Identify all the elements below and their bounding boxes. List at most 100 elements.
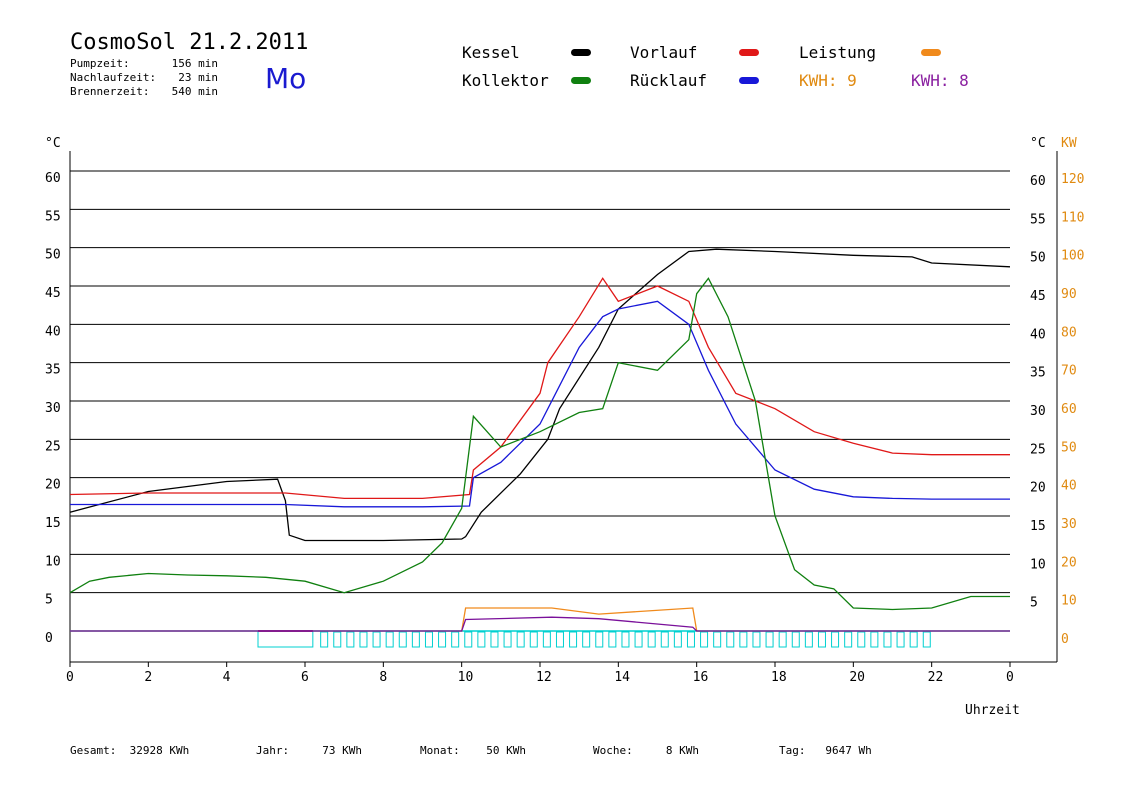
x-tick-label: 2 — [144, 670, 152, 685]
time-slot — [608, 631, 617, 648]
y-tick-label-left: 15 — [45, 516, 61, 531]
y-tick-label-left: 10 — [45, 554, 61, 569]
time-slot — [595, 631, 604, 648]
x-tick-label: 12 — [536, 670, 552, 685]
y-tick-label-right: 25 — [1030, 442, 1046, 457]
time-slot — [700, 631, 709, 648]
footer-monat: Monat: 50 KWh — [420, 744, 526, 757]
legend-vorlauf-swatch — [739, 49, 759, 56]
stat-label-nachlaufzeit: Nachlaufzeit: — [70, 71, 157, 84]
series-line-vorlauf — [69, 277, 1010, 500]
time-slot — [490, 631, 499, 648]
time-slot — [634, 631, 643, 648]
legend-kwh-orange: KWH: 9 — [799, 71, 857, 90]
x-tick-label: 14 — [614, 670, 630, 685]
weekday-label: Mo — [265, 62, 307, 95]
legend-kollektor-swatch — [571, 77, 591, 84]
time-slot — [870, 631, 879, 648]
time-slot — [804, 631, 813, 648]
y-tick-label-left: 35 — [45, 363, 61, 378]
time-slot — [503, 631, 512, 648]
time-slot — [424, 631, 433, 648]
time-slot — [686, 631, 695, 648]
legend-kessel-label: Kessel — [462, 43, 520, 62]
time-slot — [673, 631, 682, 648]
legend-leistung-label: Leistung — [799, 43, 877, 62]
y-tick-label-left: 20 — [45, 478, 61, 493]
y-axis-unit-left: °C — [45, 136, 61, 151]
y-tick-label-kw: 90 — [1061, 287, 1077, 302]
series-line-kwh-8 — [70, 616, 1010, 632]
y-tick-label-kw: 100 — [1061, 249, 1084, 264]
y-tick-label-kw: 10 — [1061, 594, 1077, 609]
stat-label-pumpzeit: Pumpzeit: — [70, 57, 130, 70]
time-slot — [516, 631, 525, 648]
x-tick-label: 16 — [693, 670, 709, 685]
time-slot — [555, 631, 564, 648]
y-tick-label-right: 20 — [1030, 481, 1046, 496]
time-slot — [857, 631, 866, 648]
y-tick-label-left: 5 — [45, 593, 53, 608]
legend-vorlauf-label: Vorlauf — [630, 43, 698, 62]
time-slot — [660, 631, 669, 648]
time-slot — [411, 631, 420, 648]
time-slot — [817, 631, 826, 648]
x-tick-label: 0 — [1006, 670, 1014, 685]
y-tick-label-right: 30 — [1030, 404, 1046, 419]
legend-kollektor-label: Kollektor — [462, 71, 549, 90]
x-tick-label: 8 — [379, 670, 387, 685]
x-axis-label: Uhrzeit — [965, 703, 1020, 718]
series-line-kollektor — [69, 277, 1010, 611]
y-tick-label-left: 40 — [45, 324, 61, 339]
time-slot — [778, 631, 787, 648]
y-tick-label-left: 55 — [45, 209, 61, 224]
time-slot — [726, 631, 735, 648]
time-slot — [569, 631, 578, 648]
time-slot — [896, 631, 905, 648]
y-tick-label-right: 5 — [1030, 596, 1038, 611]
y-tick-label-right: 55 — [1030, 212, 1046, 227]
y-tick-label-left: 30 — [45, 401, 61, 416]
y-tick-label-kw: 20 — [1061, 555, 1077, 570]
time-slot — [621, 631, 630, 648]
y-tick-label-kw: 30 — [1061, 517, 1077, 532]
x-tick-label: 10 — [458, 670, 474, 685]
time-slot — [529, 631, 538, 648]
stat-value-brennerzeit: 540 min — [171, 85, 218, 98]
y-tick-label-right: 45 — [1030, 289, 1046, 304]
time-slot — [385, 631, 394, 648]
footer-woche: Woche: 8 KWh — [593, 744, 699, 757]
stat-value-pumpzeit: 156 min — [171, 57, 218, 70]
time-block — [257, 630, 314, 648]
time-slot — [647, 631, 656, 648]
y-tick-label-right: 10 — [1030, 557, 1046, 572]
time-slot — [582, 631, 591, 648]
y-axis-unit-kw: KW — [1061, 136, 1077, 151]
y-axis-unit-right: °C — [1030, 136, 1046, 151]
series-line-leistung — [70, 607, 1010, 632]
y-tick-label-left: 0 — [45, 631, 53, 646]
y-tick-label-left: 60 — [45, 171, 61, 186]
time-slot — [739, 631, 748, 648]
time-slot — [359, 631, 368, 648]
time-slot — [922, 631, 931, 648]
y-tick-label-kw: 120 — [1061, 172, 1084, 187]
time-slot — [542, 631, 551, 648]
x-tick-label: 22 — [928, 670, 944, 685]
y-tick-label-right: 50 — [1030, 251, 1046, 266]
time-slot — [438, 631, 447, 648]
y-tick-label-kw: 60 — [1061, 402, 1077, 417]
y-tick-label-kw: 70 — [1061, 364, 1077, 379]
time-slot — [713, 631, 722, 648]
series-line-kessel — [69, 248, 1011, 542]
y-tick-label-kw: 0 — [1061, 632, 1069, 647]
x-tick-label: 0 — [66, 670, 74, 685]
footer-tag: Tag: 9647 Wh — [779, 744, 872, 757]
time-slot — [464, 631, 473, 648]
time-slot — [477, 631, 486, 648]
time-slot — [333, 631, 342, 648]
time-slot — [909, 631, 918, 648]
legend-kwh-purple: KWH: 8 — [911, 71, 969, 90]
x-tick-label: 20 — [849, 670, 865, 685]
